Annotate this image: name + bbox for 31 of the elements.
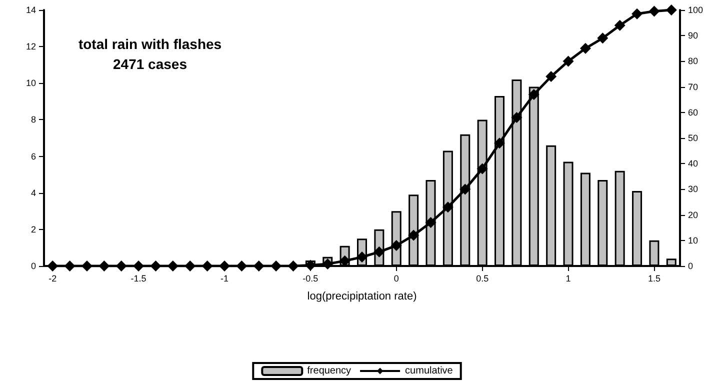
x-tick-label: -1 [220, 274, 228, 284]
x-tick-label: 0.5 [476, 274, 489, 284]
legend-label: frequency [307, 366, 352, 376]
y2-tick-label: 0 [688, 261, 694, 271]
x-tick-label: 0 [394, 274, 399, 284]
y2-tick-label: 10 [688, 235, 698, 246]
y-tick-label: 8 [30, 114, 36, 125]
y-tick-label: 14 [26, 5, 36, 15]
y2-tick-label: 40 [688, 158, 698, 169]
y2-tick-label: 50 [688, 133, 698, 143]
y2-tick-label: 100 [688, 5, 704, 15]
x-axis-title: log(precipiptation rate) [307, 290, 417, 302]
y-tick-label: 10 [26, 78, 36, 88]
y-tick-label: 0 [30, 261, 36, 271]
y-tick-label: 2 [30, 224, 36, 234]
x-tick-label: -0.5 [302, 274, 318, 284]
y2-tick-label: 80 [688, 56, 698, 66]
x-tick-label: 1 [566, 274, 571, 284]
y-tick-label: 4 [30, 188, 36, 198]
y-tick-label: 6 [30, 151, 36, 162]
y-tick-label: 12 [26, 42, 36, 52]
y2-tick-label: 30 [688, 184, 698, 194]
x-tick-label: 1.5 [648, 274, 660, 284]
x-tick-label: -2 [48, 274, 57, 284]
y2-tick-label: 70 [688, 82, 698, 92]
y2-tick-label: 20 [688, 210, 698, 220]
annotation: total rain with flashes 2471 cases [78, 36, 222, 72]
y2-tick-label: 60 [688, 107, 698, 118]
legend-label: cumulative [405, 366, 454, 376]
x-tick-label: -1.5 [130, 274, 146, 284]
y2-tick-label: 90 [688, 30, 698, 41]
